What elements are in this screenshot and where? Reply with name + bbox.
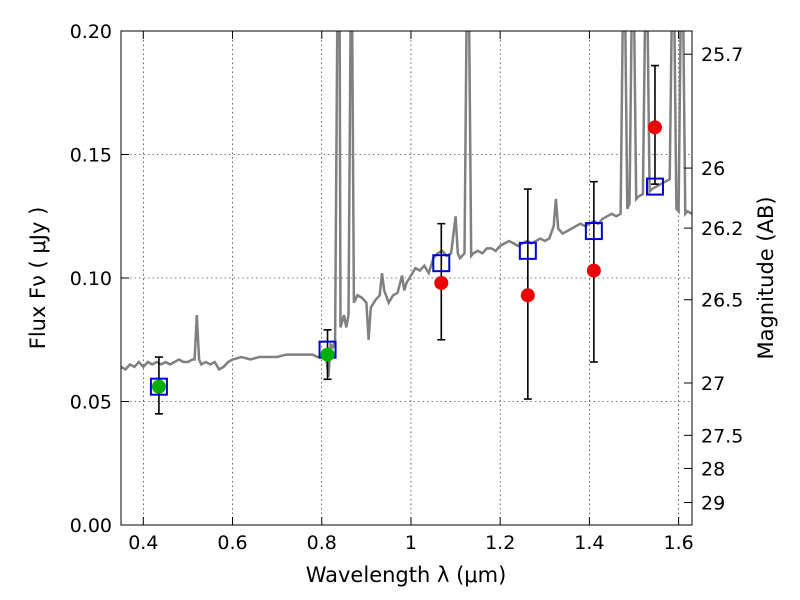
- spectrum-line: [121, 31, 692, 377]
- magnitude-tick-label: 25.7: [701, 44, 743, 66]
- y-tick-label: 0.15: [70, 145, 112, 167]
- model-box: [645, 177, 664, 196]
- y-tick-label: 0.05: [70, 392, 112, 414]
- magnitude-axis-ticks: 25.7 26 26.2 26.5 27 27.5 28 29: [684, 44, 743, 515]
- y-axis-label: Flux Fν ( μJy ): [26, 207, 50, 350]
- model-box: [432, 254, 451, 273]
- model-boxes: [149, 177, 664, 396]
- x-axis-label: Wavelength λ (μm): [306, 563, 507, 587]
- plot-area: [121, 31, 692, 415]
- x-tick-label: 0.6: [217, 532, 247, 554]
- y-tick-label: 0.00: [70, 515, 112, 537]
- y-tick-label: 0.20: [70, 21, 112, 43]
- y-tick-label: 0.10: [70, 268, 112, 290]
- observed-point: [151, 379, 166, 394]
- observed-point: [647, 120, 662, 135]
- grid-lines: [121, 31, 692, 525]
- magnitude-tick-label: 26: [701, 158, 725, 180]
- model-box: [149, 377, 168, 396]
- observed-point: [320, 347, 335, 362]
- magnitude-tick-label: 26.5: [701, 290, 743, 312]
- magnitude-axis-label: Magnitude (AB): [754, 196, 778, 359]
- x-tick-label: 0.4: [128, 532, 158, 554]
- observed-point: [520, 288, 535, 303]
- magnitude-tick-label: 26.2: [701, 218, 743, 240]
- model-box: [584, 222, 603, 241]
- magnitude-tick-label: 27: [701, 373, 725, 395]
- observed-point: [434, 275, 449, 290]
- magnitude-tick-label: 29: [701, 493, 725, 515]
- x-tick-label: 1.6: [664, 532, 694, 554]
- magnitude-tick-label: 28: [701, 458, 725, 480]
- observed-points: [151, 120, 662, 394]
- observed-point: [586, 263, 601, 278]
- x-tick-label: 1.4: [574, 532, 604, 554]
- magnitude-tick-label: 27.5: [701, 425, 743, 447]
- x-tick-label: 1.2: [485, 532, 515, 554]
- y-axis-ticks: 0.00 0.05 0.10 0.15 0.20: [70, 21, 129, 537]
- x-tick-label: 1: [405, 532, 417, 554]
- model-box: [518, 241, 537, 260]
- x-axis-ticks: 0.4 0.6 0.8 1 1.2 1.4 1.6: [128, 31, 694, 554]
- x-tick-label: 0.8: [307, 532, 337, 554]
